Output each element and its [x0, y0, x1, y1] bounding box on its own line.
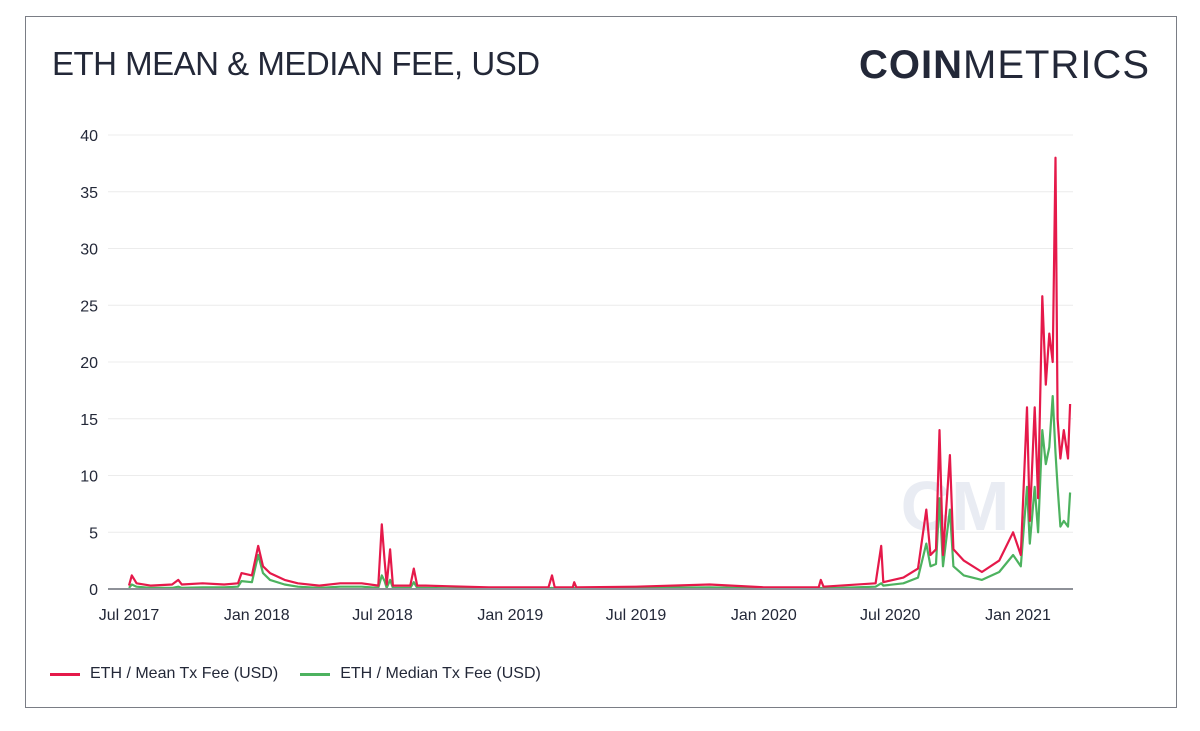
watermark-logo: CM [901, 467, 1010, 545]
legend-item-median[interactable]: ETH / Median Tx Fee (USD) [300, 665, 541, 683]
y-tick-label: 40 [80, 128, 98, 145]
y-tick-label: 0 [89, 582, 98, 599]
x-tick-label: Jan 2021 [985, 607, 1051, 624]
chart-title: ETH MEAN & MEDIAN FEE, USD [52, 45, 540, 82]
x-tick-label: Jul 2017 [99, 607, 160, 624]
y-tick-label: 20 [80, 355, 98, 372]
coinmetrics-logo: COINMETRICS [859, 43, 1150, 87]
legend: ETH / Mean Tx Fee (USD) ETH / Median Tx … [50, 665, 541, 683]
legend-swatch [50, 672, 80, 676]
y-tick-label: 30 [80, 242, 98, 259]
x-tick-label: Jan 2020 [731, 607, 797, 624]
y-tick-label: 15 [80, 412, 98, 429]
x-tick-label: Jul 2020 [860, 607, 921, 624]
y-tick-label: 5 [89, 525, 98, 542]
y-tick-label: 25 [80, 298, 98, 315]
y-tick-label: 10 [80, 469, 98, 486]
x-tick-label: Jul 2019 [606, 607, 667, 624]
x-tick-label: Jan 2018 [224, 607, 290, 624]
series-line-mean [127, 156, 1072, 589]
legend-swatch [300, 672, 331, 676]
legend-item-mean[interactable]: ETH / Mean Tx Fee (USD) [50, 665, 278, 683]
y-tick-label: 35 [80, 185, 98, 202]
x-tick-label: Jan 2019 [477, 607, 543, 624]
x-tick-label: Jul 2018 [352, 607, 413, 624]
